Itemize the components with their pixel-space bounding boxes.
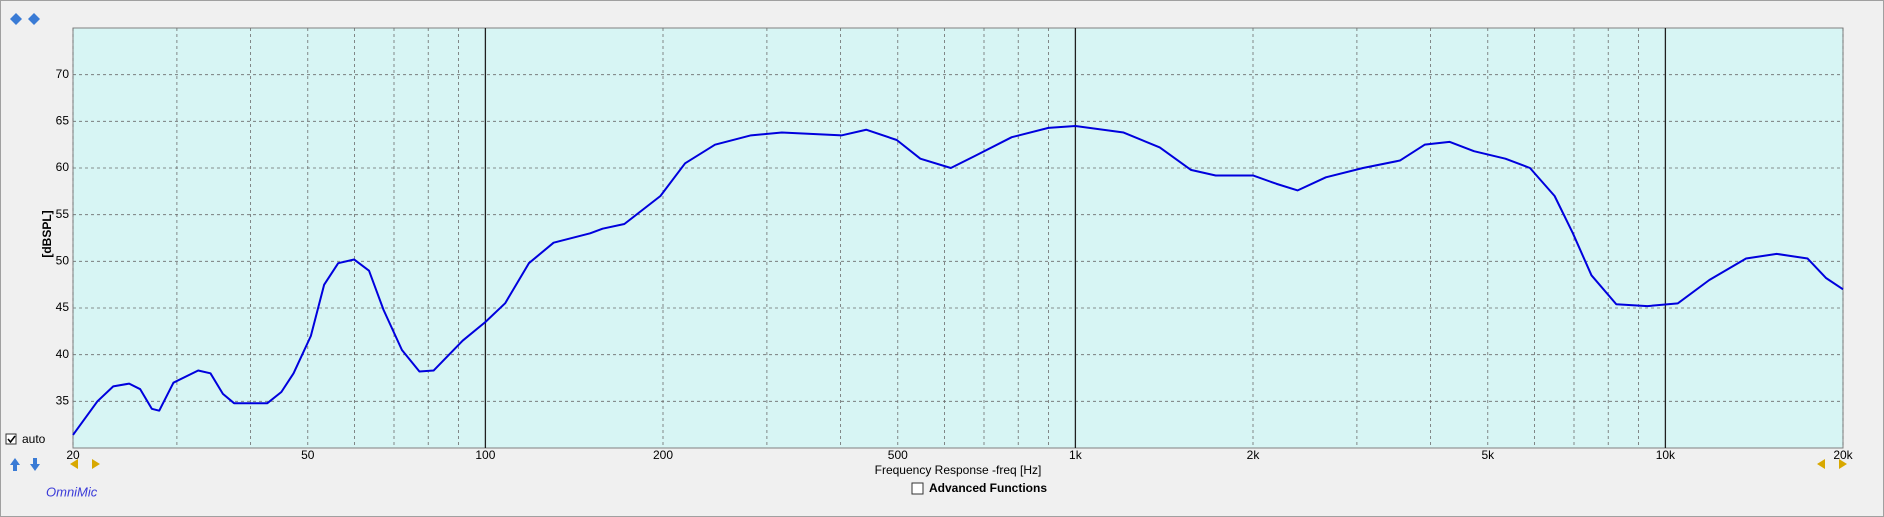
x-tick-label: 5k	[1481, 448, 1495, 462]
x-tick-label: 10k	[1656, 448, 1676, 462]
brand-label: OmniMic	[46, 484, 98, 499]
x-tick-label: 2k	[1247, 448, 1261, 462]
x-tick-label: 200	[653, 448, 673, 462]
plot: 35 40 45 50 55 60 65 70 20 50 100 200 500 1k 2k 5k 10k 20…	[40, 27, 1854, 477]
y-tick-label: 40	[56, 347, 70, 361]
x-tick-label: 1k	[1069, 448, 1083, 462]
y-axis-title: [dBSPL]	[40, 210, 54, 257]
auto-checkbox[interactable]	[5, 433, 17, 445]
response-curve	[72, 125, 1844, 436]
x-axis-title: Frequency Response -freq [Hz]	[875, 463, 1042, 477]
y-tick-label: 55	[56, 207, 70, 221]
y-tick-label: 35	[56, 394, 70, 408]
x-tick-label: 20	[66, 448, 80, 462]
y-tick-label: 50	[56, 254, 70, 268]
advanced-label: Advanced Functions	[929, 481, 1047, 495]
y-tick-label: 45	[56, 300, 70, 314]
advanced-checkbox[interactable]	[911, 482, 924, 495]
auto-label: auto	[22, 432, 46, 446]
check-mark	[7, 435, 16, 444]
y-tick-label: 70	[56, 67, 70, 81]
y-tick-label: 65	[56, 114, 70, 128]
scroll-icons[interactable]	[10, 458, 1847, 471]
plot-area	[72, 27, 1844, 449]
x-tick-label: 50	[301, 448, 315, 462]
y-tick-label: 60	[56, 160, 70, 174]
x-tick-label: 500	[888, 448, 908, 462]
zoom-icons[interactable]	[10, 13, 40, 25]
x-tick-label: 100	[475, 448, 495, 462]
x-tick-label: 20k	[1833, 448, 1853, 462]
